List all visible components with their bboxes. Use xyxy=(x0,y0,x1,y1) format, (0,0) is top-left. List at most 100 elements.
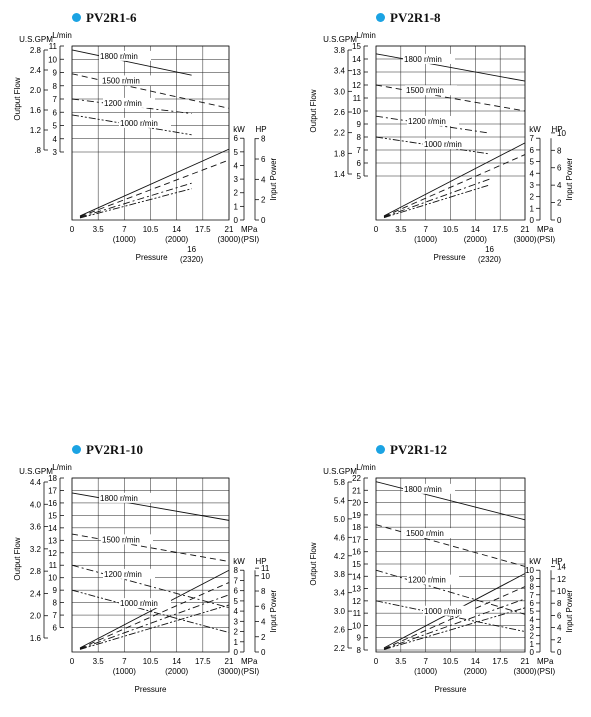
gpm-tick-label: 4.6 xyxy=(334,533,346,542)
gpm-unit-label: U.S.GPM xyxy=(19,467,53,476)
x-axis-title: Pressure xyxy=(434,685,467,694)
flow-tick-label: 10 xyxy=(48,574,57,583)
flow-tick-label: 9 xyxy=(357,634,362,643)
flow-tick-label: 6 xyxy=(53,624,58,633)
series-label-bg xyxy=(119,117,171,128)
power-line xyxy=(383,607,526,650)
lmin-unit-label: L/min xyxy=(52,31,72,40)
flow-tick-label: 16 xyxy=(48,499,57,508)
chart-title: PV2R1-10 xyxy=(72,442,143,458)
power-axis-title: Input Power xyxy=(269,589,278,632)
gpm-tick-label: 2.4 xyxy=(30,589,42,598)
lmin-unit-label: L/min xyxy=(356,463,376,472)
hp-tick-label: 8 xyxy=(557,146,562,155)
flow-tick-label: 15 xyxy=(48,511,57,520)
flow-tick-label: 9 xyxy=(357,120,362,129)
flow-line xyxy=(71,492,230,521)
gpm-tick-label: 5.8 xyxy=(334,478,346,487)
flow-tick-label: 19 xyxy=(352,511,361,520)
psi-tick-label: (2000) xyxy=(165,235,188,244)
hp-tick-label: 11 xyxy=(261,564,270,573)
mpa-tick-label: 10.5 xyxy=(143,657,159,666)
hp-tick-label: 12 xyxy=(557,575,566,584)
series-label-bg xyxy=(423,605,475,616)
hp-tick-label: 2 xyxy=(557,199,562,208)
bullet-dot xyxy=(376,445,385,454)
kw-tick-label: 7 xyxy=(234,576,239,585)
flow-tick-label: 13 xyxy=(352,585,361,594)
kw-tick-label: 2 xyxy=(530,193,535,202)
hp-tick-label: 0 xyxy=(557,216,562,225)
hp-tick-label: 2 xyxy=(261,196,266,205)
bullet-dot xyxy=(376,13,385,22)
kw-tick-label: 1 xyxy=(234,202,239,211)
power-line xyxy=(79,182,192,218)
hp-tick-label: 2 xyxy=(261,633,266,642)
chart-title: PV2R1-6 xyxy=(72,10,137,26)
mpa-tick-label: 14 xyxy=(172,225,181,234)
series-label: 1200 r/min xyxy=(408,117,446,126)
chart-svg: 8910111213141516171819202122L/min5.85.45… xyxy=(309,463,574,694)
gpm-tick-label: 1.2 xyxy=(30,126,42,135)
series-label-bg xyxy=(405,85,457,96)
gpm-tick-label: 4.0 xyxy=(30,500,42,509)
psi-tick-label: (3000) xyxy=(217,667,240,676)
kw-tick-label: 2 xyxy=(234,189,239,198)
x-axis-title: Pressure xyxy=(136,253,169,262)
kw-tick-label: 4 xyxy=(530,169,535,178)
series-label: 1500 r/min xyxy=(406,529,444,538)
power-line xyxy=(79,148,230,217)
flow-line xyxy=(375,481,526,521)
flow-tick-label: 9 xyxy=(53,586,58,595)
series-label: 1800 r/min xyxy=(404,485,442,494)
extra-psi-tick-label: (2320) xyxy=(478,255,501,264)
chart-title: PV2R1-12 xyxy=(376,442,447,458)
bullet-dot xyxy=(72,13,81,22)
plot-frame xyxy=(71,45,230,221)
hp-tick-label: 0 xyxy=(261,648,266,657)
kw-tick-label: 6 xyxy=(530,599,535,608)
power-line xyxy=(79,582,230,649)
flow-tick-label: 8 xyxy=(357,646,362,655)
kw-tick-label: 3 xyxy=(234,175,239,184)
chart-title: PV2R1-8 xyxy=(376,10,441,26)
flow-tick-label: 20 xyxy=(352,499,361,508)
mpa-unit-label: MPa xyxy=(537,225,554,234)
flow-tick-label: 14 xyxy=(352,55,361,64)
series-label-bg xyxy=(101,534,153,545)
hp-unit-label: HP xyxy=(551,125,562,134)
kw-tick-label: 5 xyxy=(530,158,535,167)
kw-unit-label: kW xyxy=(233,557,245,566)
power-axis-title: Input Power xyxy=(565,589,574,632)
x-axis-title: Pressure xyxy=(134,685,167,694)
mpa-unit-label: MPa xyxy=(241,657,258,666)
flow-line xyxy=(375,569,526,615)
flow-tick-label: 8 xyxy=(53,599,58,608)
kw-unit-label: kW xyxy=(529,125,541,134)
kw-tick-label: 4 xyxy=(234,607,239,616)
series-label-bg xyxy=(99,50,151,61)
mpa-tick-label: 3.5 xyxy=(93,657,105,666)
psi-unit-label: (PSI) xyxy=(241,235,260,244)
flow-tick-label: 3 xyxy=(53,148,58,157)
series-label: 1500 r/min xyxy=(102,76,140,85)
gpm-tick-label: 3.8 xyxy=(334,570,346,579)
gpm-tick-label: 1.8 xyxy=(334,149,346,158)
x-axis-title: Pressure xyxy=(434,253,467,262)
chart-svg: 6789101112131415161718L/min4.44.03.63.22… xyxy=(13,463,278,694)
kw-tick-label: 2 xyxy=(234,628,239,637)
series-label-bg xyxy=(423,139,475,150)
gpm-tick-label: 3.4 xyxy=(334,589,346,598)
gpm-tick-label: 2.8 xyxy=(30,46,42,55)
flow-line xyxy=(71,73,230,109)
series-label-bg xyxy=(103,568,155,579)
power-line xyxy=(79,604,230,650)
power-axis-title: Input Power xyxy=(565,157,574,200)
flow-tick-label: 22 xyxy=(352,474,361,483)
flow-axis-title: Output Flow xyxy=(13,537,22,580)
psi-tick-label: (1000) xyxy=(414,667,437,676)
gpm-tick-label: 2.6 xyxy=(334,108,346,117)
flow-line xyxy=(375,524,526,567)
kw-tick-label: 0 xyxy=(530,216,535,225)
flow-tick-label: 11 xyxy=(49,42,58,51)
